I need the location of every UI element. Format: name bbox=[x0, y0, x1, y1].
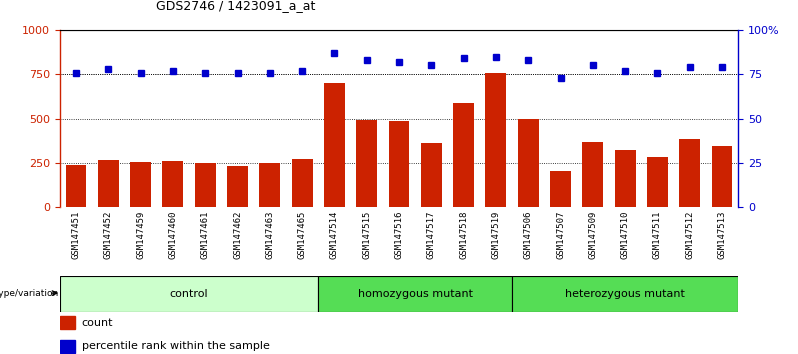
Bar bbox=[518, 119, 539, 207]
Bar bbox=[356, 120, 377, 207]
Bar bbox=[318, 276, 512, 312]
Bar bbox=[485, 73, 507, 207]
Bar bbox=[421, 143, 442, 207]
Text: GSM147510: GSM147510 bbox=[621, 211, 630, 259]
Text: percentile rank within the sample: percentile rank within the sample bbox=[81, 342, 270, 352]
Text: GSM147517: GSM147517 bbox=[427, 211, 436, 259]
Bar bbox=[712, 146, 733, 207]
Text: GDS2746 / 1423091_a_at: GDS2746 / 1423091_a_at bbox=[156, 0, 315, 12]
Text: GSM147465: GSM147465 bbox=[298, 211, 306, 259]
Text: GSM147512: GSM147512 bbox=[685, 211, 694, 259]
Text: heterozygous mutant: heterozygous mutant bbox=[565, 289, 685, 299]
Text: GSM147518: GSM147518 bbox=[459, 211, 468, 259]
Text: GSM147460: GSM147460 bbox=[168, 211, 177, 259]
Bar bbox=[98, 160, 119, 207]
Text: genotype/variation: genotype/variation bbox=[0, 289, 58, 298]
Text: control: control bbox=[170, 289, 208, 299]
Bar bbox=[291, 159, 313, 207]
Text: count: count bbox=[81, 318, 113, 327]
Bar bbox=[60, 316, 75, 329]
Text: GSM147509: GSM147509 bbox=[588, 211, 597, 259]
Text: GSM147451: GSM147451 bbox=[72, 211, 81, 259]
Bar bbox=[130, 162, 151, 207]
Bar bbox=[259, 163, 280, 207]
Bar bbox=[227, 166, 248, 207]
Text: GSM147463: GSM147463 bbox=[265, 211, 275, 259]
Text: GSM147507: GSM147507 bbox=[556, 211, 565, 259]
Bar bbox=[512, 276, 738, 312]
Bar bbox=[163, 161, 184, 207]
Text: GSM147461: GSM147461 bbox=[201, 211, 210, 259]
Bar bbox=[614, 149, 635, 207]
Bar bbox=[679, 139, 700, 207]
Bar bbox=[453, 103, 474, 207]
Text: GSM147513: GSM147513 bbox=[717, 211, 726, 259]
Bar bbox=[583, 142, 603, 207]
Bar bbox=[65, 165, 86, 207]
Bar bbox=[550, 171, 571, 207]
Text: homozygous mutant: homozygous mutant bbox=[358, 289, 472, 299]
Bar bbox=[647, 156, 668, 207]
Bar bbox=[324, 83, 345, 207]
Text: GSM147514: GSM147514 bbox=[330, 211, 339, 259]
Text: GSM147452: GSM147452 bbox=[104, 211, 113, 259]
Bar bbox=[389, 121, 409, 207]
Text: GSM147462: GSM147462 bbox=[233, 211, 242, 259]
Bar bbox=[60, 340, 75, 353]
Text: GSM147459: GSM147459 bbox=[136, 211, 145, 259]
Bar bbox=[60, 276, 318, 312]
Text: GSM147516: GSM147516 bbox=[394, 211, 404, 259]
Text: GSM147515: GSM147515 bbox=[362, 211, 371, 259]
Bar bbox=[195, 163, 215, 207]
Text: GSM147519: GSM147519 bbox=[492, 211, 500, 259]
Text: GSM147511: GSM147511 bbox=[653, 211, 662, 259]
Text: GSM147506: GSM147506 bbox=[523, 211, 533, 259]
